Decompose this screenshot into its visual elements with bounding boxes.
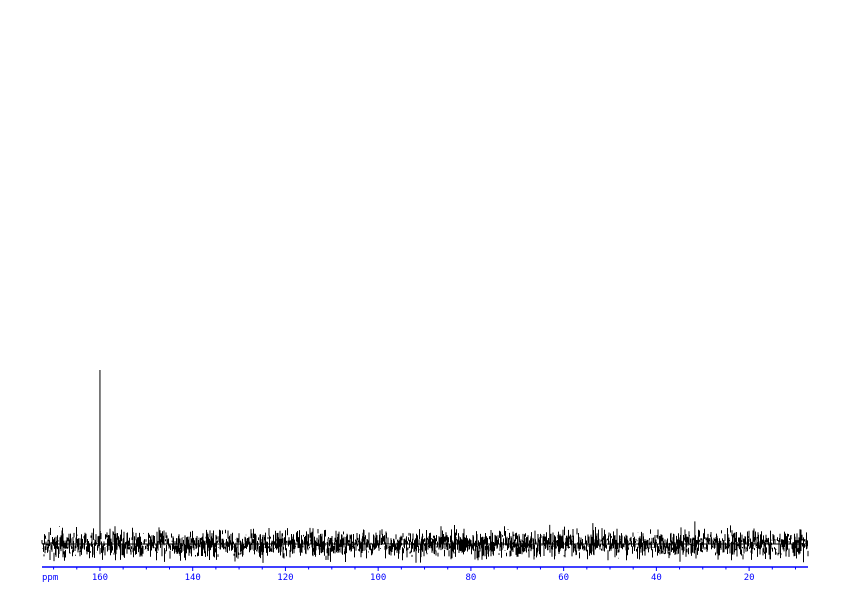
x-tick-label: 80 (465, 573, 476, 583)
x-tick-label: 60 (558, 573, 569, 583)
peaks-group (99, 370, 719, 560)
x-tick-label: 140 (185, 573, 201, 583)
noise-trace (41, 525, 809, 563)
x-tick-label: 40 (651, 573, 662, 583)
x-tick-label: 20 (744, 573, 755, 583)
x-tick-label: 120 (277, 573, 293, 583)
spectrum-trace (41, 525, 809, 563)
x-axis-label: ppm (42, 573, 58, 583)
x-tick-label: 160 (92, 573, 108, 583)
x-axis: ppm 160 140 120 100 80 60 40 20 (42, 566, 808, 583)
x-tick-label: 100 (370, 573, 386, 583)
